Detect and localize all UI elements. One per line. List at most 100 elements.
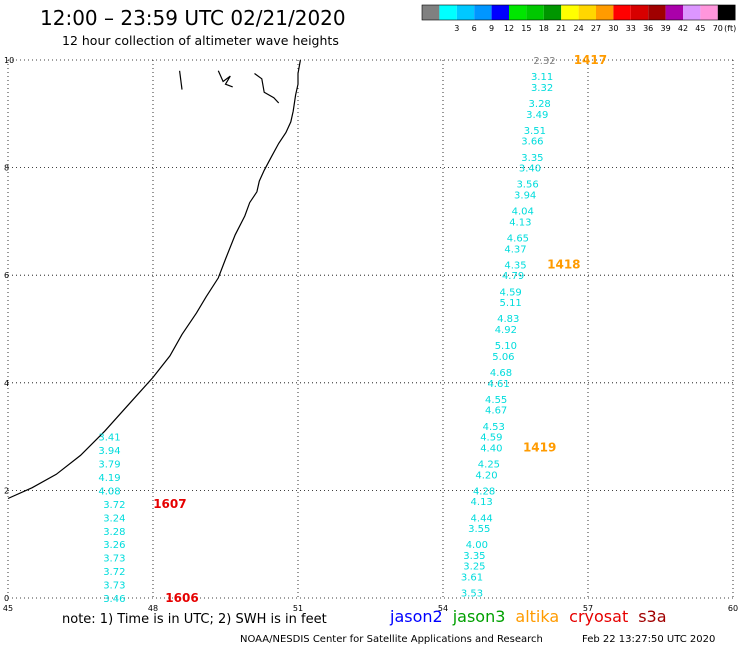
y-tick-label: 2: [4, 486, 9, 495]
swh-reading: 2.32: [533, 56, 555, 67]
pass-time-label: 1607: [153, 497, 186, 511]
swh-reading: 3.72: [103, 500, 125, 511]
swh-reading: 3.56: [516, 180, 538, 191]
swh-reading: 4.40: [480, 443, 502, 454]
scale-label: 27: [591, 24, 601, 33]
scale-label: 36: [643, 24, 653, 33]
swh-reading: 3.79: [98, 460, 120, 471]
altimeter-tracks: 3.533.613.253.354.003.554.444.134.284.20…: [98, 53, 607, 605]
map-title: 12:00 – 23:59 UTC 02/21/2020: [40, 6, 346, 30]
swh-reading: 4.59: [480, 433, 502, 444]
swh-reading: 3.61: [461, 572, 483, 583]
scale-frame: [421, 4, 736, 21]
swh-reading: 3.51: [524, 126, 546, 137]
swh-reading: 3.35: [463, 551, 485, 562]
scale-swatch: [543, 5, 562, 20]
credit-line: NOAA/NESDIS Center for Satellite Applica…: [240, 634, 543, 645]
scale-label: 30: [608, 24, 618, 33]
swh-reading: 3.32: [531, 83, 553, 94]
track-cryosat: 3.46 3.73 3.72 3.73 3.26 3.28 3.24 3.72 4.08 4.19…: [98, 433, 198, 605]
swh-reading: 4.92: [495, 325, 517, 336]
scale-label: 45: [695, 24, 705, 33]
y-tick-label: 10: [4, 56, 14, 65]
scale-swatch: [422, 5, 440, 20]
scale-label: 15: [521, 24, 531, 33]
x-tick-label: 60: [728, 604, 738, 613]
swh-reading: 4.20: [475, 470, 497, 481]
swh-reading: 4.67: [485, 406, 507, 417]
pass-time-label: 1418: [547, 257, 580, 271]
swh-reading: 4.44: [471, 513, 493, 524]
swh-reading: 4.13: [471, 497, 493, 508]
swh-reading: 4.59: [500, 287, 522, 298]
swh-reading: 4.55: [485, 395, 507, 406]
scale-swatch: [630, 5, 649, 20]
pass-time-label: 1606: [165, 591, 198, 605]
map-subtitle: 12 hour collection of altimeter wave hei…: [62, 33, 339, 48]
scale-swatch: [456, 5, 475, 20]
swh-reading: 3.40: [519, 164, 541, 175]
swh-reading: 3.24: [103, 513, 125, 524]
swh-reading: 3.73: [103, 554, 125, 565]
coastline-path: [7, 59, 301, 500]
scale-swatch: [561, 5, 579, 20]
legend-cryosat: cryosat: [569, 607, 629, 626]
scale-swatch: [509, 5, 527, 20]
scale-unit: (ft): [724, 24, 736, 33]
swh-reading: 4.65: [507, 234, 529, 245]
coastline: [7, 59, 301, 500]
swh-reading: 4.28: [473, 486, 495, 497]
swh-reading: 3.28: [529, 99, 551, 110]
lat-lon-grid: [7, 59, 734, 599]
swh-reading: 3.41: [98, 433, 120, 444]
x-tick-label: 51: [293, 604, 303, 613]
scale-label: 39: [661, 24, 671, 33]
generated-timestamp: Feb 22 13:27:50 UTC 2020: [582, 634, 716, 645]
swh-reading: 3.46: [103, 594, 125, 605]
swh-reading: 5.06: [492, 352, 514, 363]
swh-reading: 3.94: [98, 446, 120, 457]
scale-swatch: [474, 5, 492, 20]
scale-label: 33: [626, 24, 636, 33]
pass-time-label: 1419: [523, 440, 556, 454]
x-tick-label: 54: [438, 604, 448, 613]
x-tick-label: 48: [148, 604, 158, 613]
swh-reading: 4.79: [502, 271, 524, 282]
island-outline: [217, 70, 233, 88]
swh-reading: 4.08: [98, 486, 120, 497]
track-jason3: 3.533.613.253.354.003.554.444.134.284.20…: [461, 53, 607, 600]
swh-reading: 3.49: [526, 110, 548, 121]
axis-tick-labels: 45 48 51 54 57 60 0 2 4 6 8 10: [3, 56, 738, 613]
legend-s3a: s3a: [638, 607, 667, 626]
scale-label: 9: [489, 24, 494, 33]
satellite-legend: jason2 jason3 altika cryosat s3a: [390, 607, 677, 626]
scale-label: 70: [713, 24, 723, 33]
swh-reading: 3.55: [468, 524, 490, 535]
swh-reading: 4.83: [497, 314, 519, 325]
swh-reading: 4.53: [483, 422, 505, 433]
island-outline: [179, 70, 183, 90]
swh-reading: 4.61: [487, 379, 509, 390]
y-tick-label: 0: [4, 594, 9, 603]
swh-reading: 3.11: [531, 72, 553, 83]
swh-reading: 4.13: [509, 217, 531, 228]
swh-reading: 3.66: [521, 137, 543, 148]
x-tick-label: 57: [583, 604, 593, 613]
swh-reading: 4.19: [98, 473, 120, 484]
scale-label: 21: [556, 24, 566, 33]
swh-reading: 3.94: [514, 191, 536, 202]
swh-reading: 5.11: [500, 298, 522, 309]
swh-reading: 4.37: [504, 244, 526, 255]
scale-label: 6: [472, 24, 477, 33]
pass-time-label: 1417: [574, 53, 607, 67]
scale-label: 18: [539, 24, 549, 33]
island-outline: [254, 73, 280, 104]
swh-reading: 4.04: [512, 207, 534, 218]
scale-swatch: [665, 5, 683, 20]
scale-swatch: [648, 5, 666, 20]
swh-reading: 3.26: [103, 540, 125, 551]
swh-reading: 3.72: [103, 567, 125, 578]
scale-swatch: [439, 5, 457, 20]
x-tick-label: 45: [3, 604, 13, 613]
